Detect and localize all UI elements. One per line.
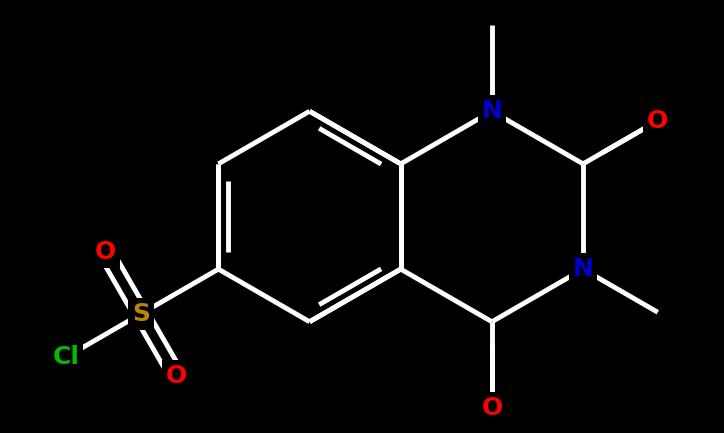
Text: N: N <box>573 257 594 281</box>
Text: O: O <box>95 240 116 264</box>
Text: O: O <box>166 364 188 388</box>
Text: N: N <box>481 99 502 123</box>
Text: O: O <box>481 396 502 420</box>
Text: O: O <box>647 109 668 133</box>
Text: Cl: Cl <box>53 345 80 369</box>
Text: S: S <box>132 302 150 326</box>
